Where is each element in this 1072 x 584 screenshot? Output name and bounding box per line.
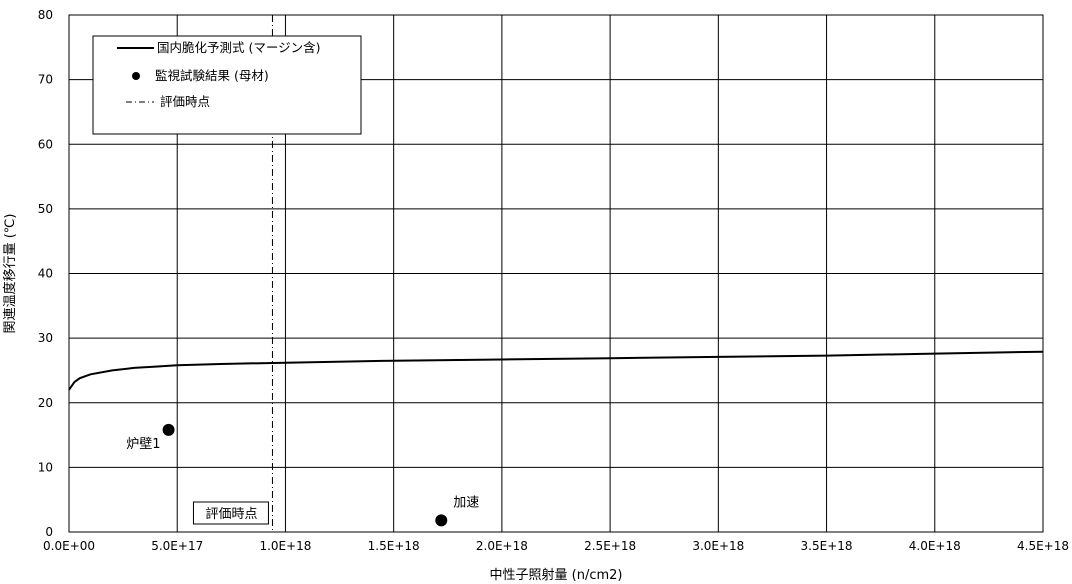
legend-label-test-results: 監視試験結果 (母材) bbox=[155, 68, 269, 83]
evaluation-point-box bbox=[192, 501, 269, 525]
x-tick-label: 4.0E+18 bbox=[909, 539, 961, 553]
x-tick-label: 1.5E+18 bbox=[368, 539, 420, 553]
legend-marker-icon bbox=[132, 72, 140, 80]
y-tick-label: 20 bbox=[38, 396, 53, 410]
test-result-markers: 炉壁1 加速 bbox=[126, 423, 479, 527]
x-tick-label: 3.0E+18 bbox=[692, 539, 744, 553]
evaluation-point-label: 評価時点 bbox=[205, 507, 257, 522]
y-axis-label: 関連温度移行量 (℃) bbox=[2, 214, 18, 334]
x-tick-label: 2.5E+18 bbox=[584, 539, 636, 553]
y-tick-labels: 0 10 20 30 40 50 60 70 80 bbox=[38, 8, 53, 539]
data-point-marker bbox=[162, 423, 175, 436]
x-tick-label: 4.5E+18 bbox=[1017, 539, 1069, 553]
data-point-marker bbox=[435, 514, 448, 527]
y-tick-label: 0 bbox=[45, 525, 53, 539]
prediction-curve-line bbox=[68, 350, 1044, 391]
y-tick-label: 60 bbox=[38, 137, 53, 151]
x-tick-label: 0.0E+00 bbox=[43, 539, 95, 553]
y-tick-label: 80 bbox=[38, 8, 53, 22]
x-axis-label: 中性子照射量 (n/cm2) bbox=[490, 567, 623, 583]
y-tick-label: 50 bbox=[38, 202, 53, 216]
legend: 国内脆化予測式 (マージン含) 監視試験結果 (母材) 評価時点 bbox=[92, 35, 362, 135]
plot-frame bbox=[68, 14, 1044, 533]
x-tick-label: 3.5E+18 bbox=[801, 539, 853, 553]
data-point-label: 加速 bbox=[453, 495, 479, 510]
y-tick-label: 10 bbox=[38, 460, 53, 474]
data-point-label: 炉壁1 bbox=[126, 437, 160, 452]
legend-box bbox=[92, 35, 362, 135]
x-tick-label: 5.0E+17 bbox=[151, 539, 203, 553]
y-tick-label: 30 bbox=[38, 331, 53, 345]
x-tick-labels: 0.0E+00 5.0E+17 1.0E+18 1.5E+18 2.0E+18 2.5E+… bbox=[43, 539, 1069, 553]
x-tick-label: 1.0E+18 bbox=[259, 539, 311, 553]
x-tick-label: 2.0E+18 bbox=[476, 539, 528, 553]
y-tick-label: 40 bbox=[38, 267, 53, 281]
legend-label-prediction: 国内脆化予測式 (マージン含) bbox=[157, 40, 320, 55]
y-tick-label: 70 bbox=[38, 73, 53, 87]
legend-label-evaluation-point: 評価時点 bbox=[160, 94, 210, 109]
